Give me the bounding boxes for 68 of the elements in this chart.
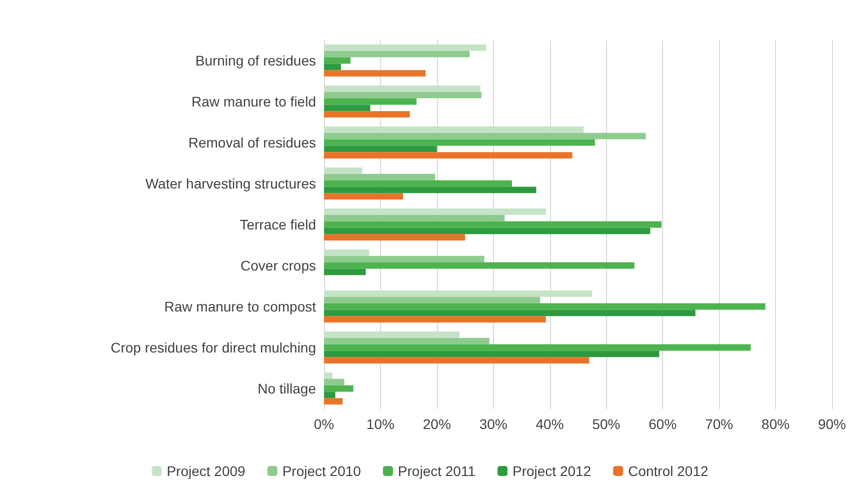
bar [324, 228, 650, 234]
bar [324, 193, 404, 200]
x-tick-label: 40% [536, 416, 564, 432]
bar [324, 303, 766, 310]
bar [324, 132, 646, 140]
x-tick-label: 90% [818, 416, 846, 432]
bar [324, 350, 660, 358]
bar [324, 180, 512, 187]
x-tick-label: 0% [314, 416, 334, 432]
x-tick-label: 60% [648, 416, 677, 432]
bar [324, 86, 480, 92]
x-tick-label: 70% [705, 416, 734, 432]
y-tick-label: Cover crops [240, 258, 316, 274]
bar [324, 57, 351, 64]
bar [324, 152, 572, 158]
bar [324, 262, 634, 269]
bar [324, 250, 370, 256]
bar [324, 296, 540, 304]
x-tick-label: 50% [592, 416, 620, 432]
x-tick-label: 20% [422, 416, 451, 432]
legend-label: Project 2010 [282, 463, 362, 479]
bar [324, 70, 426, 76]
bar [324, 234, 466, 240]
y-tick-label: Water harvesting structures [145, 176, 316, 192]
bar [324, 338, 490, 344]
y-tick-label: Burning of residues [195, 52, 316, 68]
bar [324, 316, 546, 322]
legend-label: Project 2012 [512, 463, 592, 479]
bar [324, 126, 584, 133]
bar [324, 378, 344, 386]
y-tick-label: No tillage [258, 380, 316, 396]
bar [324, 139, 595, 146]
legend-label: Project 2011 [398, 463, 476, 479]
x-tick-label: 30% [479, 416, 508, 432]
bar [324, 221, 662, 228]
bar [324, 256, 484, 262]
bar [324, 372, 332, 379]
legend-label: Project 2009 [166, 463, 246, 479]
bar [324, 214, 505, 222]
bar [324, 168, 362, 174]
y-tick-label: Raw manure to compost [164, 298, 316, 314]
bar [324, 385, 354, 392]
bar [324, 398, 343, 404]
y-tick-label: Terrace field [240, 216, 316, 232]
bar [324, 98, 417, 105]
bar [324, 92, 482, 98]
bar [324, 104, 370, 112]
bar [324, 44, 486, 51]
bar [324, 332, 460, 338]
bar [324, 50, 470, 58]
bar [324, 310, 696, 316]
bar [324, 290, 592, 297]
bar [324, 186, 536, 194]
bar [324, 146, 437, 152]
y-tick-label: Raw manure to field [191, 94, 316, 110]
x-tick-label: 80% [762, 416, 790, 432]
bar [324, 174, 436, 180]
bar [324, 111, 410, 118]
bar [324, 268, 366, 276]
legend-label: Control 2012 [628, 463, 708, 479]
y-tick-label: Removal of residues [188, 134, 316, 150]
bar [324, 344, 751, 351]
y-tick-label: Crop residues for direct mulching [110, 340, 316, 356]
bar [324, 357, 590, 364]
x-tick-label: 10% [366, 416, 394, 432]
bar [324, 208, 546, 215]
bar [324, 64, 341, 70]
bar [324, 392, 336, 398]
